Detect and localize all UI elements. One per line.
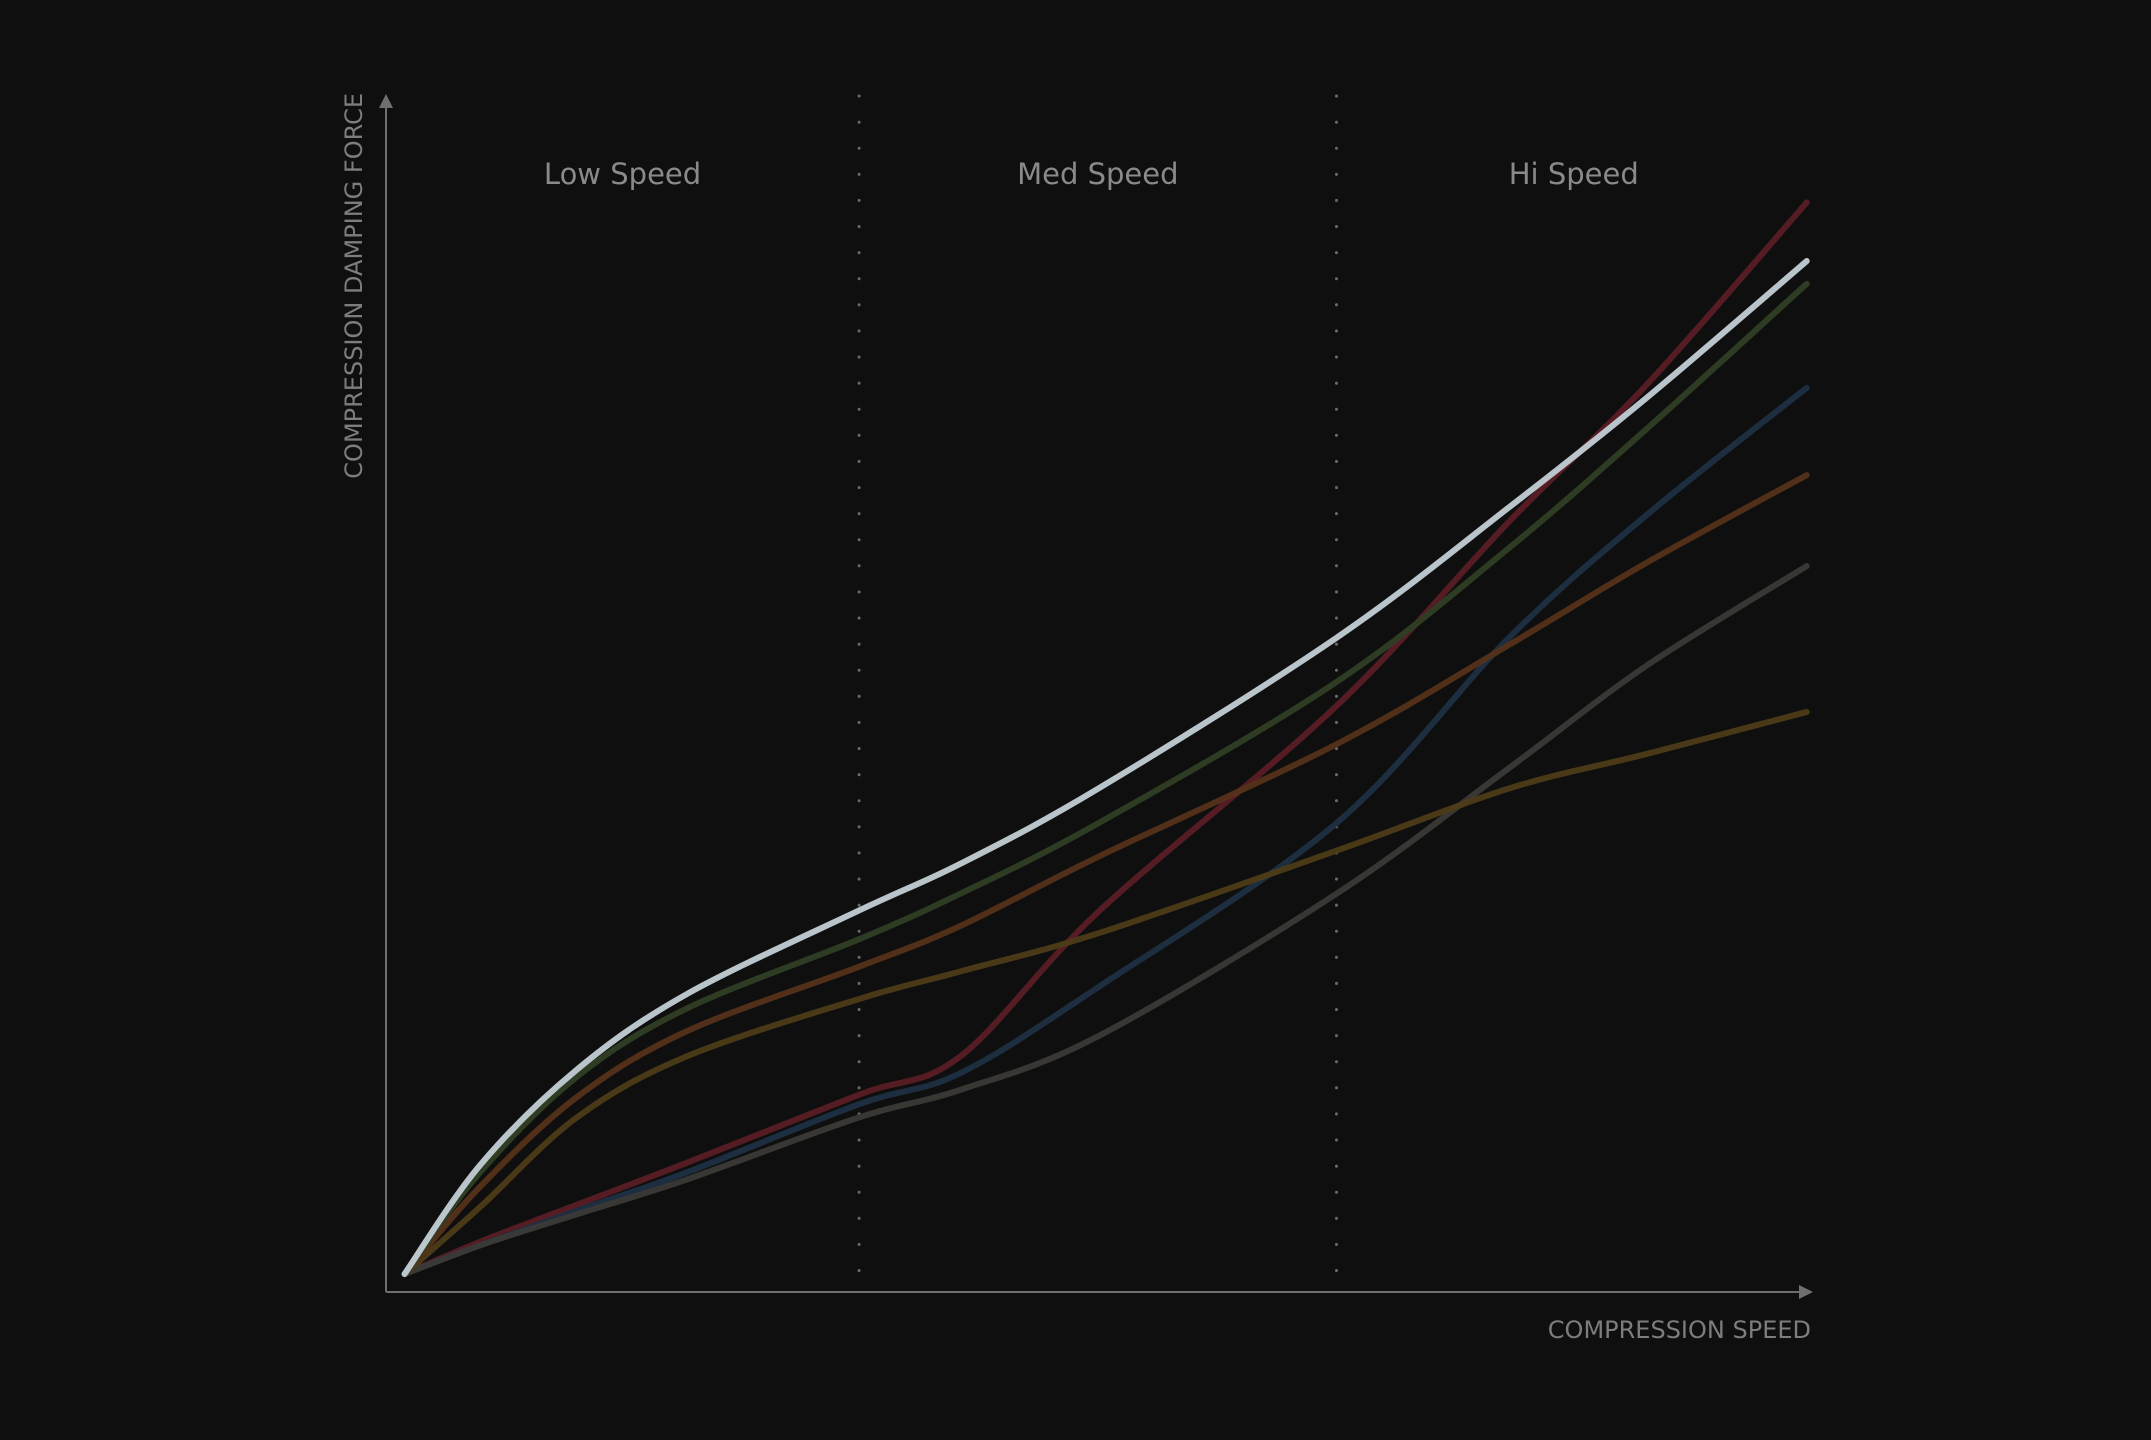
x-axis-label: COMPRESSION SPEED (1548, 1316, 1811, 1344)
region-label: Med Speed (1017, 157, 1178, 191)
series-line (401, 384, 1810, 1278)
x-axis-arrow (1799, 1285, 1813, 1299)
series-line (401, 472, 1810, 1278)
region-label: Low Speed (544, 157, 701, 191)
region-label: Hi Speed (1509, 157, 1639, 191)
series-line (401, 563, 1810, 1278)
series-line (401, 258, 1810, 1278)
y-axis-label: COMPRESSION DAMPING FORCE (340, 93, 368, 479)
plot-area: Low Speed Med Speed Hi Speed (401, 94, 1810, 1292)
y-axis-arrow (379, 94, 393, 108)
series-line (401, 280, 1810, 1278)
series-line (401, 708, 1810, 1278)
